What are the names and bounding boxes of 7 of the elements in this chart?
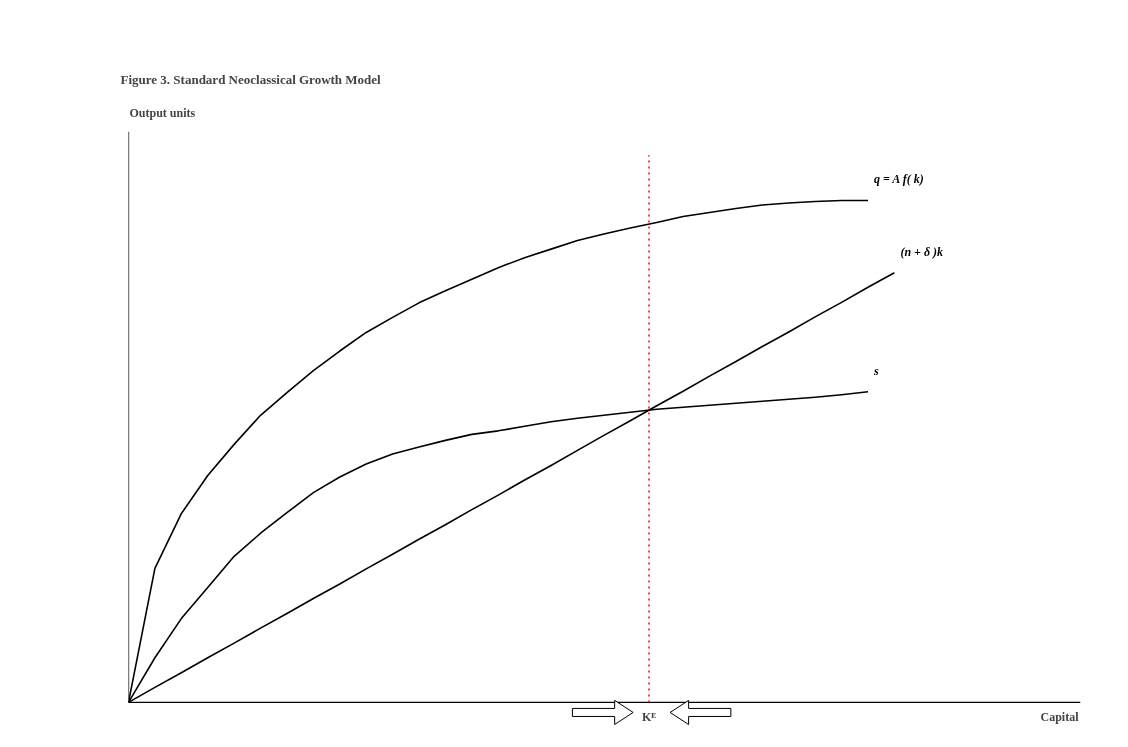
series-label: q = A f( k) (873, 172, 924, 187)
series-label: (n + δ )k (900, 244, 944, 259)
text: Capital (1040, 710, 1080, 725)
text: Output units (129, 105, 196, 120)
chart-title: Figure 3. Standard Neoclassical Growth Model (120, 71, 382, 87)
text: Kᴱ (641, 710, 657, 725)
series-label: s (872, 363, 879, 378)
